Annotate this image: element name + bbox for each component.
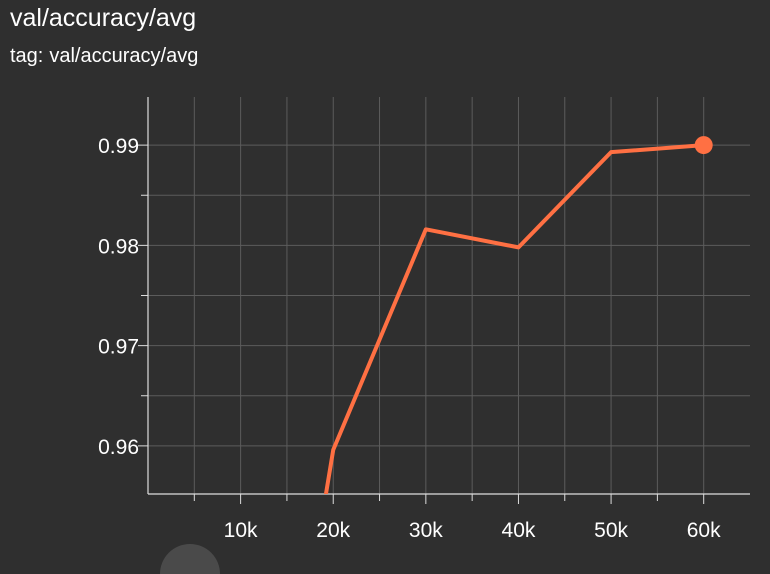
y-tick-label: 0.99	[98, 135, 139, 158]
x-tick-label: 40k	[502, 519, 536, 542]
x-tick-label: 50k	[594, 519, 628, 542]
x-tick-label: 10k	[224, 519, 258, 542]
grid-major	[148, 97, 750, 494]
axes	[138, 97, 750, 504]
line-chart[interactable]: 10k 20k 30k 40k 50k 60k 0.96 0.97 0.98 0.99	[0, 0, 770, 553]
last-point-marker[interactable]	[694, 136, 713, 155]
chart-tag: tag: val/accuracy/avg	[10, 45, 198, 68]
tag-value: val/accuracy/avg	[49, 45, 199, 67]
y-tick-label: 0.97	[98, 336, 139, 359]
series-line[interactable]	[323, 143, 706, 506]
x-tick-label: 30k	[409, 519, 443, 542]
series-layer[interactable]	[323, 136, 713, 506]
grid-minor	[148, 97, 750, 494]
x-tick-label: 60k	[687, 519, 721, 542]
y-tick-label: 0.96	[98, 436, 139, 459]
chart-title: val/accuracy/avg	[10, 4, 197, 32]
tag-prefix: tag:	[10, 45, 44, 67]
tick-labels: 10k 20k 30k 40k 50k 60k 0.96 0.97 0.98 0.99	[98, 135, 721, 542]
x-tick-label: 20k	[316, 519, 350, 542]
y-tick-label: 0.98	[98, 235, 139, 258]
